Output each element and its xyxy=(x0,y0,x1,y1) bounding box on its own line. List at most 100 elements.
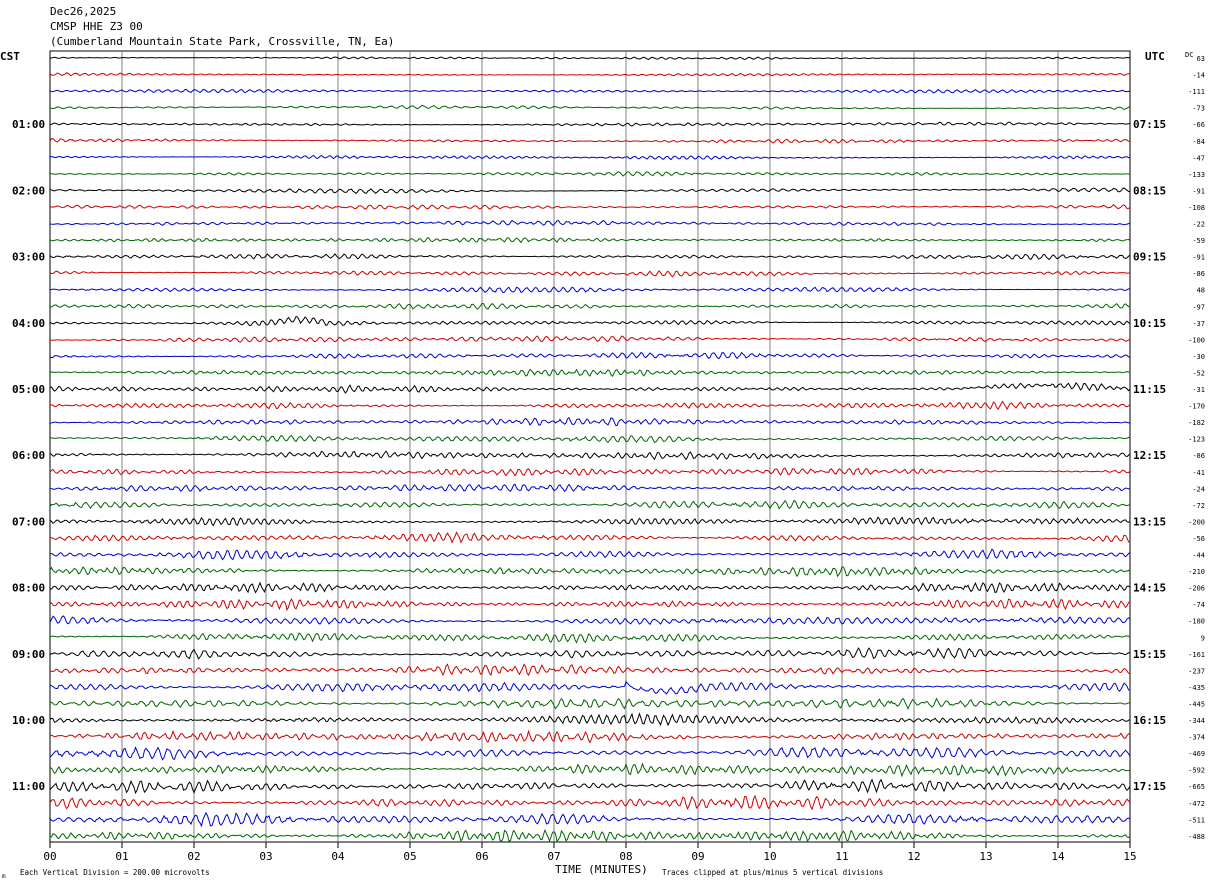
header-date: Dec26,2025 xyxy=(50,5,117,18)
dc-offset-label: -91 xyxy=(1192,254,1205,262)
trace-line xyxy=(49,566,1131,578)
trace-line xyxy=(49,138,1131,144)
trace-line xyxy=(49,187,1131,195)
dc-offset-label: -97 xyxy=(1192,303,1205,311)
dc-offset-label: -111 xyxy=(1188,88,1205,96)
trace-line xyxy=(49,88,1131,94)
dc-offset-label: -108 xyxy=(1188,204,1205,212)
trace-line xyxy=(49,450,1131,461)
scale-note: Each Vertical Division = 200.00 microvol… xyxy=(20,868,210,877)
trace-line xyxy=(49,171,1131,177)
trace-line xyxy=(49,499,1131,510)
dc-offset-label: -72 xyxy=(1192,502,1205,510)
trace-line xyxy=(49,762,1131,778)
trace-line xyxy=(49,270,1131,278)
trace-line xyxy=(49,598,1131,612)
trace-line xyxy=(49,811,1131,828)
x-tick-label: 09 xyxy=(691,850,704,863)
dc-offset-label: -445 xyxy=(1188,700,1205,708)
trace-line xyxy=(49,632,1131,644)
dc-offset-label: -100 xyxy=(1188,336,1205,344)
trace-line xyxy=(49,236,1131,244)
right-hour-label: 10:15 xyxy=(1133,317,1166,330)
x-tick-label: 12 xyxy=(907,850,920,863)
trace-line xyxy=(49,483,1131,493)
dc-offset-label: 63 xyxy=(1197,55,1205,63)
trace-line xyxy=(49,647,1131,660)
corner-mark: m xyxy=(2,873,6,880)
header-location: (Cumberland Mountain State Park, Crossvi… xyxy=(50,35,395,48)
dc-offset-label: -469 xyxy=(1188,750,1205,758)
left-hour-label: 04:00 xyxy=(12,317,45,330)
x-tick-label: 02 xyxy=(187,850,200,863)
dc-offset-label: -47 xyxy=(1192,154,1205,162)
right-hour-label: 13:15 xyxy=(1133,515,1166,528)
trace-line xyxy=(49,335,1131,343)
left-hour-label: 06:00 xyxy=(12,449,45,462)
right-hour-label: 11:15 xyxy=(1133,383,1166,396)
seismic-traces xyxy=(49,56,1131,843)
dc-offset-label: -206 xyxy=(1188,585,1205,593)
dc-offset-label: -73 xyxy=(1192,105,1205,113)
trace-line xyxy=(49,746,1131,761)
left-hour-label: 07:00 xyxy=(12,515,45,528)
x-tick-label: 07 xyxy=(547,850,560,863)
trace-line xyxy=(49,204,1131,210)
dc-offset-label: -344 xyxy=(1188,717,1205,725)
trace-line xyxy=(49,729,1131,744)
trace-line xyxy=(49,219,1131,226)
right-hour-label: 12:15 xyxy=(1133,449,1166,462)
trace-line xyxy=(49,712,1131,727)
x-tick-label: 10 xyxy=(763,850,776,863)
x-tick-label: 15 xyxy=(1123,850,1136,863)
x-axis-title: TIME (MINUTES) xyxy=(555,863,648,876)
dc-offset-label: -44 xyxy=(1192,552,1205,560)
dc-offset-label: -133 xyxy=(1188,171,1205,179)
trace-line xyxy=(49,615,1131,626)
x-tick-label: 06 xyxy=(475,850,488,863)
x-tick-label: 04 xyxy=(331,850,345,863)
trace-line xyxy=(49,548,1131,561)
dc-offset-label: -66 xyxy=(1192,121,1205,129)
left-hour-label: 09:00 xyxy=(12,648,45,661)
dc-offset-label: -200 xyxy=(1188,518,1205,526)
dc-offset-label: -123 xyxy=(1188,436,1205,444)
dc-offset-label: -14 xyxy=(1192,72,1205,80)
trace-line xyxy=(49,434,1131,444)
left-hour-label: 05:00 xyxy=(12,383,45,396)
dc-offset-label: -86 xyxy=(1192,452,1205,460)
dc-offset-label: -182 xyxy=(1188,419,1205,427)
time-grid xyxy=(49,50,1131,848)
axis-labels: CST UTC DC TIME (MINUTES) Each Vertical … xyxy=(0,50,1205,880)
trace-line xyxy=(49,467,1131,477)
dc-offset-label: -91 xyxy=(1192,187,1205,195)
left-hour-label: 10:00 xyxy=(12,714,45,727)
header-station: CMSP HHE Z3 00 xyxy=(50,20,143,33)
dc-offset-label: -665 xyxy=(1188,783,1205,791)
x-tick-label: 00 xyxy=(43,850,56,863)
trace-line xyxy=(49,286,1130,294)
dc-offset-label: -41 xyxy=(1192,469,1205,477)
x-tick-label: 03 xyxy=(259,850,272,863)
x-tick-label: 11 xyxy=(835,850,848,863)
x-tick-label: 05 xyxy=(403,850,416,863)
dc-offset-label: -24 xyxy=(1192,485,1205,493)
trace-line xyxy=(49,302,1131,310)
left-hour-label: 02:00 xyxy=(12,184,45,197)
dc-offset-label: -488 xyxy=(1188,833,1205,841)
x-tick-label: 08 xyxy=(619,850,632,863)
dc-offset-label: -37 xyxy=(1192,320,1205,328)
dc-offset-label: -161 xyxy=(1188,651,1205,659)
trace-line xyxy=(49,315,1131,327)
dc-offset-label: -56 xyxy=(1192,535,1205,543)
dc-offset-label: -435 xyxy=(1188,684,1205,692)
dc-offset-label: -592 xyxy=(1188,767,1205,775)
trace-line xyxy=(49,516,1131,527)
trace-line xyxy=(49,56,1131,60)
right-hour-label: 17:15 xyxy=(1133,780,1166,793)
trace-line xyxy=(49,531,1131,544)
trace-line xyxy=(49,253,1131,261)
dc-offset-label: 48 xyxy=(1197,287,1205,295)
x-tick-label: 13 xyxy=(979,850,992,863)
right-hour-label: 15:15 xyxy=(1133,648,1166,661)
